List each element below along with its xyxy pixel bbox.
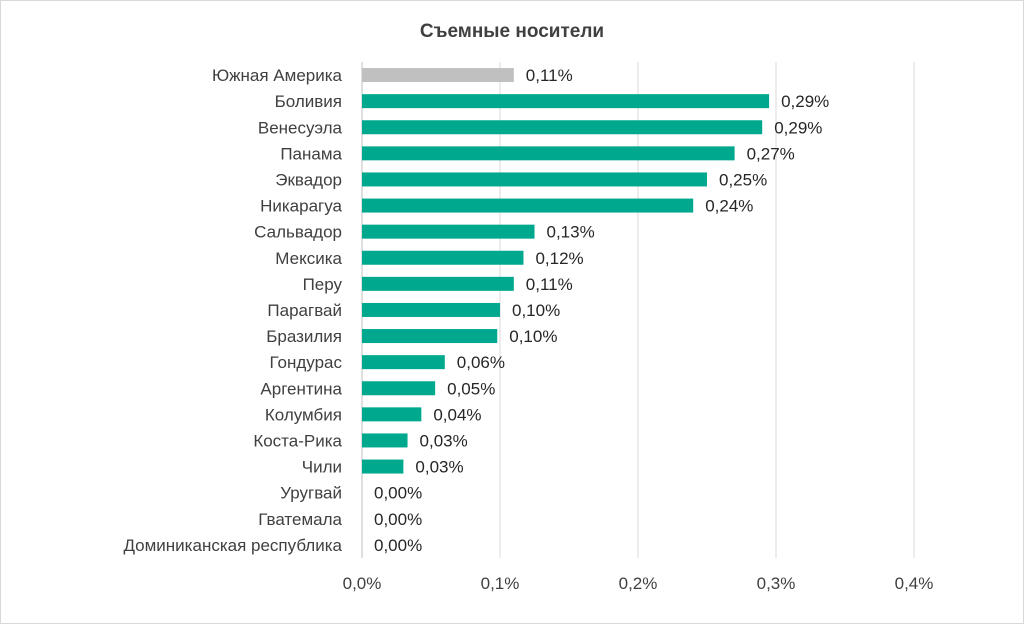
x-tick-label: 0,1% bbox=[481, 574, 520, 593]
data-label: 0,27% bbox=[747, 144, 795, 163]
bar bbox=[362, 381, 436, 396]
category-label: Чили bbox=[302, 458, 342, 477]
data-label: 0,00% bbox=[374, 536, 422, 555]
bar bbox=[362, 198, 694, 213]
category-label: Южная Америка bbox=[212, 66, 343, 85]
category-label: Аргентина bbox=[260, 379, 342, 398]
data-label: 0,10% bbox=[509, 327, 557, 346]
bar bbox=[362, 120, 763, 135]
category-label: Колумбия bbox=[265, 405, 342, 424]
data-label: 0,04% bbox=[433, 405, 481, 424]
category-label: Гондурас bbox=[269, 353, 342, 372]
category-label: Доминиканская республика bbox=[123, 536, 342, 555]
data-label: 0,10% bbox=[512, 301, 560, 320]
chart-title: Съемные носители bbox=[420, 21, 604, 42]
bar bbox=[362, 407, 422, 422]
category-label: Венесуэла bbox=[258, 118, 343, 137]
data-label: 0,03% bbox=[415, 458, 463, 477]
bar bbox=[362, 302, 500, 317]
bar bbox=[362, 224, 535, 239]
bar bbox=[362, 355, 445, 370]
category-label: Бразилия bbox=[266, 327, 342, 346]
bar bbox=[362, 68, 514, 83]
category-label: Никарагуа bbox=[260, 197, 342, 216]
data-label: 0,25% bbox=[719, 170, 767, 189]
data-label: 0,05% bbox=[447, 379, 495, 398]
category-labels: Южная Америка Боливия Венесуэла Панама Эквад… bbox=[123, 66, 342, 555]
category-label: Перу bbox=[303, 275, 343, 294]
data-label: 0,03% bbox=[420, 431, 468, 450]
data-label: 0,29% bbox=[781, 92, 829, 111]
x-tick-label: 0,4% bbox=[895, 574, 934, 593]
data-label: 0,06% bbox=[457, 353, 505, 372]
category-label: Уругвай bbox=[280, 484, 342, 503]
data-label: 0,11% bbox=[526, 275, 573, 294]
bar bbox=[362, 459, 404, 474]
data-label: 0,13% bbox=[547, 223, 595, 242]
bar bbox=[362, 146, 735, 161]
category-label: Боливия bbox=[275, 92, 342, 111]
category-label: Мексика bbox=[275, 249, 342, 268]
category-label: Эквадор bbox=[275, 170, 342, 189]
data-label: 0,29% bbox=[774, 118, 822, 137]
x-tick-label: 0,3% bbox=[757, 574, 796, 593]
data-label: 0,24% bbox=[705, 197, 753, 216]
value-labels: 0,11% 0,29% 0,29% 0,27% 0,25% 0,24% 0,13% 0,12%… bbox=[374, 66, 829, 555]
bar bbox=[362, 172, 707, 187]
bar bbox=[362, 94, 770, 109]
data-label: 0,00% bbox=[374, 484, 422, 503]
category-label: Панама bbox=[280, 144, 342, 163]
bar bbox=[362, 250, 524, 265]
category-label: Гватемала bbox=[258, 510, 342, 529]
category-label: Коста-Рика bbox=[253, 431, 342, 450]
bar bbox=[362, 433, 408, 448]
category-label: Сальвадор bbox=[254, 223, 342, 242]
x-tick-label: 0,0% bbox=[343, 574, 382, 593]
data-label: 0,00% bbox=[374, 510, 422, 529]
bar bbox=[362, 329, 498, 344]
data-label: 0,11% bbox=[526, 66, 573, 85]
bar bbox=[362, 276, 514, 291]
bars bbox=[362, 68, 770, 474]
data-label: 0,12% bbox=[535, 249, 583, 268]
x-tick-label: 0,2% bbox=[619, 574, 658, 593]
x-axis-ticks: 0,0% 0,1% 0,2% 0,3% 0,4% bbox=[343, 574, 934, 593]
category-label: Парагвай bbox=[267, 301, 342, 320]
